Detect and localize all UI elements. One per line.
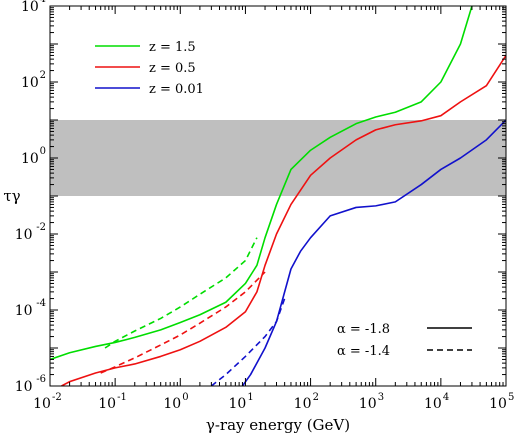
style-label: α = -1.4 xyxy=(337,344,390,359)
x-tick-exponent: -2 xyxy=(52,392,62,403)
y-tick-label: 10 xyxy=(15,227,33,243)
y-tick-exponent: -6 xyxy=(36,374,46,385)
y-tick-exponent: 2 xyxy=(40,70,46,81)
y-tick-label: 10 xyxy=(21,75,39,91)
opacity-band xyxy=(50,120,506,196)
x-tick-exponent: 4 xyxy=(443,392,449,403)
x-tick-exponent: -1 xyxy=(117,392,127,403)
y-tick-label: 10 xyxy=(15,379,33,395)
series-line-1 xyxy=(104,237,258,349)
x-tick-label: 10 xyxy=(359,396,377,412)
x-tick-label: 10 xyxy=(163,396,181,412)
series-line-5 xyxy=(210,298,286,386)
x-tick-label: 10 xyxy=(98,396,116,412)
x-axis-label: γ-ray energy (GeV) xyxy=(206,416,350,434)
x-tick-label: 10 xyxy=(33,396,51,412)
y-tick-label: 10 xyxy=(15,303,33,319)
legend-label: z = 1.5 xyxy=(149,40,196,55)
plot-frame xyxy=(49,5,507,387)
x-tick-label: 10 xyxy=(294,396,312,412)
series-line-2 xyxy=(61,55,506,386)
legend-label: z = 0.01 xyxy=(149,82,204,97)
y-tick-exponent: 0 xyxy=(40,146,46,157)
x-tick-label: 10 xyxy=(424,396,442,412)
y-tick-exponent: -2 xyxy=(36,222,46,233)
y-axis-label: τγ xyxy=(3,187,20,205)
x-tick-exponent: 2 xyxy=(313,392,319,403)
x-tick-label: 10 xyxy=(489,396,507,412)
style-label: α = -1.8 xyxy=(337,322,390,337)
y-tick-label: 10 xyxy=(21,0,39,15)
series-line-4 xyxy=(241,119,506,386)
y-tick-label: 10 xyxy=(21,151,39,167)
y-tick-exponent: -4 xyxy=(36,298,46,309)
x-tick-exponent: 0 xyxy=(182,392,188,403)
x-tick-label: 10 xyxy=(229,396,247,412)
legend-label: z = 0.5 xyxy=(149,61,196,76)
y-tick-exponent: 4 xyxy=(40,0,46,5)
series-line-3 xyxy=(100,271,266,374)
x-tick-exponent: 3 xyxy=(378,392,384,403)
x-tick-exponent: 1 xyxy=(247,392,253,403)
x-tick-exponent: 5 xyxy=(508,392,514,403)
series-line-0 xyxy=(50,6,473,361)
